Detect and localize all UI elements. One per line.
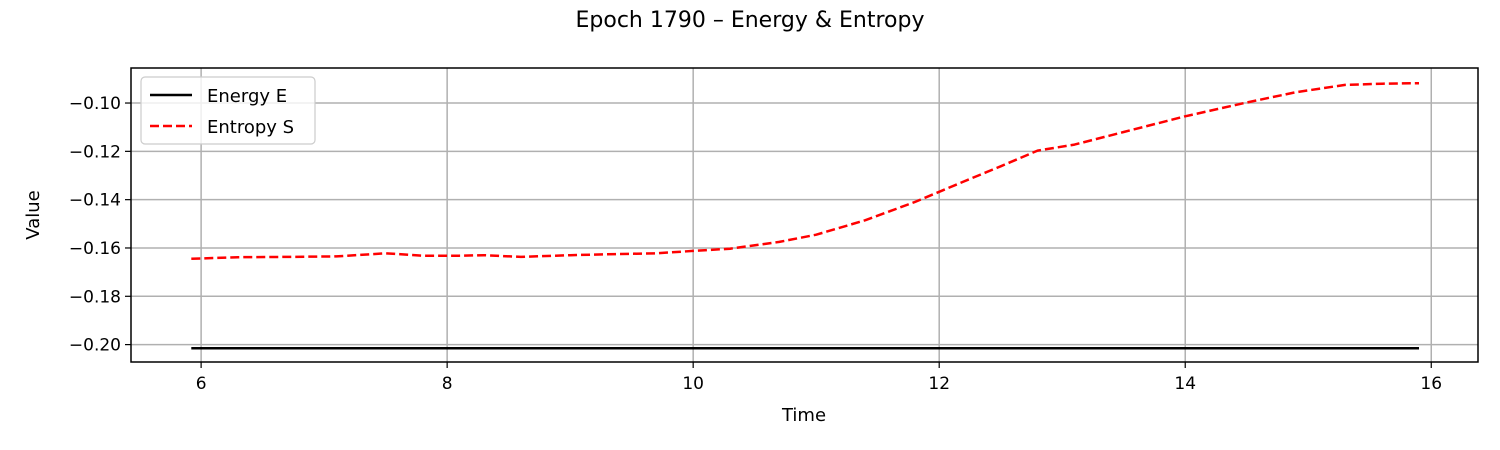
x-axis-ticks: 6 8 10 12 14 16 xyxy=(196,362,1442,394)
x-tick-label: 10 xyxy=(682,374,704,394)
y-tick-label: −0.10 xyxy=(69,94,121,114)
y-tick-label: −0.18 xyxy=(69,287,121,307)
x-tick-label: 12 xyxy=(928,374,950,394)
y-tick-label: −0.16 xyxy=(69,239,121,259)
legend-label: Entropy S xyxy=(207,117,294,138)
x-tick-label: 14 xyxy=(1174,374,1196,394)
y-axis-ticks: −0.10 −0.12 −0.14 −0.16 −0.18 −0.20 xyxy=(69,94,131,356)
chart-title: Epoch 1790 – Energy & Entropy xyxy=(576,8,925,33)
y-axis-title: Value xyxy=(23,190,44,239)
x-tick-label: 6 xyxy=(196,374,207,394)
legend-label: Energy E xyxy=(207,86,287,107)
x-tick-label: 16 xyxy=(1420,374,1442,394)
series-line-entropy-s xyxy=(191,81,1420,261)
y-tick-label: −0.20 xyxy=(69,336,121,356)
series-lines xyxy=(191,81,1420,350)
x-tick-label: 8 xyxy=(442,374,453,394)
grid xyxy=(131,68,1478,362)
plot-frame xyxy=(130,67,1479,363)
y-tick-label: −0.12 xyxy=(69,142,121,162)
y-tick-label: −0.14 xyxy=(69,191,121,211)
x-axis-title: Time xyxy=(781,405,826,426)
legend: Energy E Entropy S xyxy=(140,76,316,145)
